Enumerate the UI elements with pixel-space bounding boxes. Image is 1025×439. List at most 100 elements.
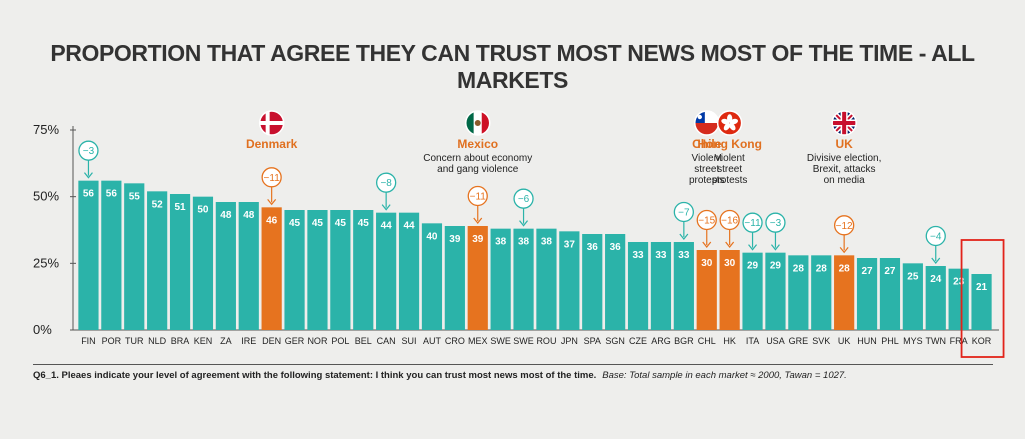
change-arrow bbox=[473, 217, 483, 224]
bar-chl bbox=[696, 250, 717, 330]
annotation-desc-line: protests bbox=[712, 175, 748, 186]
bar-fin bbox=[78, 180, 99, 330]
bar-por bbox=[101, 180, 122, 330]
x-tick-label: TUR bbox=[125, 336, 144, 346]
kor-highlight-box bbox=[960, 239, 1005, 358]
bar-value-label: 44 bbox=[381, 221, 393, 232]
x-tick-label: HUN bbox=[857, 336, 877, 346]
change-label: −15 bbox=[698, 216, 715, 227]
change-arrow bbox=[770, 244, 780, 251]
bar-twn bbox=[925, 266, 946, 330]
bar-bel bbox=[353, 210, 374, 330]
change-label: −6 bbox=[518, 194, 530, 205]
x-tick-label: FRA bbox=[950, 336, 968, 346]
bar-value-label: 56 bbox=[83, 189, 95, 200]
bar-jpn bbox=[559, 231, 580, 330]
change-label: −8 bbox=[380, 178, 392, 189]
x-tick-label: ARG bbox=[651, 336, 671, 346]
bar-ken bbox=[192, 196, 214, 330]
change-label: −3 bbox=[83, 146, 95, 157]
change-bubble bbox=[467, 185, 488, 207]
bar-kor bbox=[971, 274, 992, 330]
annotation-title: Mexico bbox=[457, 137, 498, 151]
change-arrow bbox=[702, 241, 712, 248]
annotation-desc-line: Concern about economy bbox=[423, 153, 532, 164]
bar-value-label: 29 bbox=[770, 261, 782, 272]
bar-mex bbox=[467, 226, 488, 330]
bar-fra bbox=[948, 268, 969, 330]
x-tick-label: POL bbox=[331, 336, 349, 346]
bar-can bbox=[376, 212, 397, 330]
bar-value-label: 38 bbox=[495, 237, 507, 248]
change-arrow bbox=[83, 172, 93, 179]
annotation-desc-line: Brexit, attacks bbox=[813, 164, 876, 175]
bar-value-label: 48 bbox=[220, 210, 232, 221]
bar-value-label: 33 bbox=[655, 250, 667, 261]
flag-hongkong-icon bbox=[716, 110, 743, 136]
annotation-desc-line: Violent bbox=[714, 153, 745, 164]
flag-uk-icon bbox=[831, 110, 857, 136]
bar-value-label: 39 bbox=[472, 234, 484, 245]
x-tick-label: POR bbox=[102, 336, 122, 346]
bar-mys bbox=[902, 263, 923, 330]
bar-pol bbox=[330, 210, 351, 330]
x-tick-label: KOR bbox=[972, 336, 992, 346]
bar-nor bbox=[307, 210, 328, 330]
x-tick-label: UK bbox=[838, 336, 851, 346]
bar-value-label: 56 bbox=[106, 189, 118, 200]
bar-value-label: 48 bbox=[243, 210, 255, 221]
flag-mexico-icon bbox=[465, 110, 491, 136]
annotation-title: UK bbox=[835, 137, 853, 151]
x-tick-label: CZE bbox=[629, 336, 647, 346]
bar-value-label: 30 bbox=[701, 258, 713, 269]
annotation-title: Chile bbox=[692, 137, 722, 151]
bar-value-label: 23 bbox=[953, 277, 965, 288]
bar-value-label: 45 bbox=[358, 218, 370, 229]
bar-hk bbox=[719, 250, 740, 330]
y-tick-label: 75% bbox=[33, 122, 59, 137]
x-tick-label: SGN bbox=[605, 336, 625, 346]
annotation-desc-line: street bbox=[717, 164, 742, 175]
bar-sgn bbox=[605, 234, 626, 330]
bar-svk bbox=[811, 255, 832, 330]
x-tick-label: CRO bbox=[445, 336, 465, 346]
x-tick-label: FIN bbox=[81, 336, 96, 346]
bar-value-label: 30 bbox=[724, 258, 736, 269]
change-bubble bbox=[673, 201, 694, 223]
footnote-divider bbox=[33, 364, 993, 365]
footnote-question: Q6_1. Pleaes indicate your level of agre… bbox=[33, 370, 597, 381]
change-arrow bbox=[931, 257, 941, 264]
x-tick-label: SPA bbox=[584, 336, 601, 346]
x-tick-label: SVK bbox=[812, 336, 830, 346]
bar-value-label: 38 bbox=[518, 237, 530, 248]
x-tick-label: BEL bbox=[355, 336, 372, 346]
annotation-desc-line: on media bbox=[824, 175, 866, 186]
bar-hun bbox=[856, 258, 878, 330]
x-tick-label: ROU bbox=[536, 336, 556, 346]
bar-rou bbox=[536, 228, 557, 330]
bar-arg bbox=[650, 242, 672, 330]
bar-ger bbox=[284, 210, 305, 330]
change-label: −3 bbox=[770, 218, 782, 229]
change-bubble bbox=[261, 167, 282, 188]
change-arrow bbox=[679, 233, 689, 240]
x-tick-label: MEX bbox=[468, 336, 488, 346]
footnote: Q6_1. Pleaes indicate your level of agre… bbox=[33, 370, 847, 381]
x-tick-label: GER bbox=[285, 336, 305, 346]
annotation-desc-line: and gang violence bbox=[437, 164, 519, 175]
annotation-desc-line: Violent bbox=[692, 153, 723, 164]
flag-chile-icon bbox=[694, 110, 720, 136]
bar-value-label: 28 bbox=[793, 263, 805, 274]
change-arrow bbox=[839, 246, 849, 254]
bar-value-label: 37 bbox=[564, 239, 576, 250]
x-tick-label: CAN bbox=[377, 336, 396, 346]
change-bubble bbox=[765, 212, 786, 233]
bar-value-label: 40 bbox=[426, 231, 438, 242]
bar-bra bbox=[169, 194, 191, 330]
change-label: −11 bbox=[744, 218, 761, 229]
change-bubble bbox=[834, 215, 855, 236]
x-tick-label: MYS bbox=[903, 336, 923, 346]
bar-uk bbox=[834, 255, 855, 330]
bar-value-label: 25 bbox=[907, 271, 919, 282]
